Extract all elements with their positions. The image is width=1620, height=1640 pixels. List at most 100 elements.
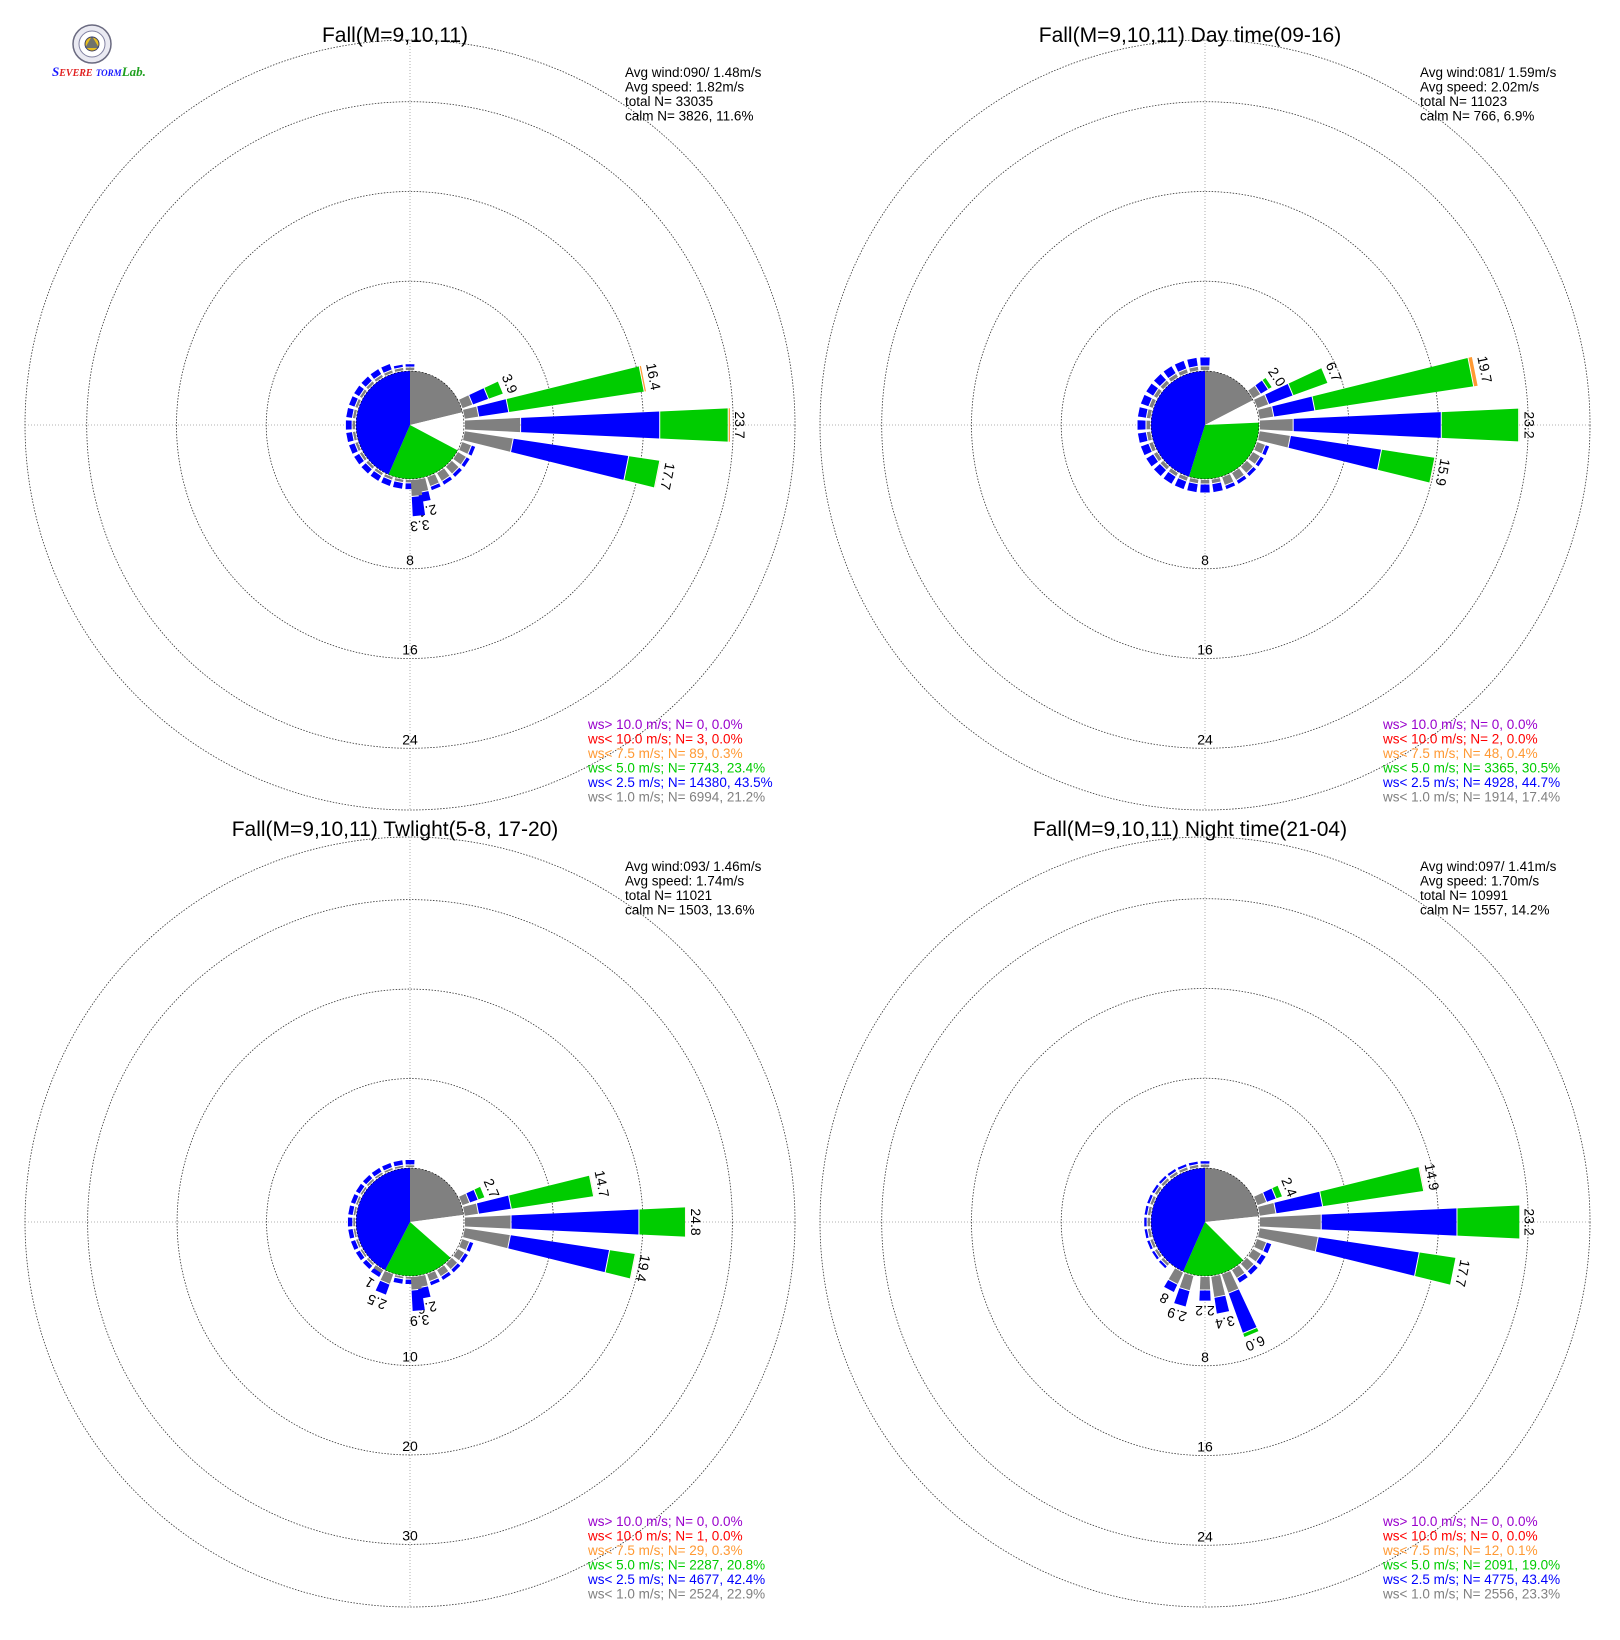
spoke-lt7_5 [630, 1254, 636, 1279]
small-spoke-lt1 [1254, 1239, 1266, 1251]
small-spoke-lt2_5 [1174, 478, 1187, 490]
small-spoke-lt1 [355, 399, 361, 408]
small-spoke-lt1 [1200, 1164, 1210, 1167]
spoke-lt7_5 [639, 365, 646, 392]
pie-slice-lt5 [385, 1222, 451, 1276]
spoke-lt1 [1260, 418, 1293, 432]
small-spoke-lt1 [384, 370, 393, 376]
ring-label: 24 [402, 731, 418, 747]
panel-title: Fall(M=9,10,11) Twlight(5-8, 17-20) [232, 818, 559, 841]
small-spoke-lt2_5 [1137, 432, 1148, 443]
small-spoke-lt1 [1232, 1265, 1245, 1278]
spoke-label: 3.9 [409, 1312, 430, 1330]
small-spoke-lt2_5 [347, 1217, 353, 1227]
small-spoke-lt1 [405, 367, 415, 370]
small-spoke-lt1 [384, 1167, 393, 1173]
windrose-panel-2: 8 16 24 Fall(M=9,10,11) Day time(09-16) Avg … [819, 24, 1591, 811]
spoke-lt7_5 [589, 1175, 595, 1197]
small-spoke-lt1 [374, 468, 383, 476]
spoke-lt2_5 [411, 495, 426, 517]
spoke-label: 6.7 [1323, 360, 1345, 384]
pie-slice-white [410, 412, 464, 451]
pie-outline [355, 370, 465, 480]
spoke-lt1 [1248, 385, 1261, 399]
legend-entry-lt10: ws< 10.0 m/s; N= 1, 0.0% [587, 1529, 743, 1544]
windrose-panel-3: 10 20 30 Fall(M=9,10,11) Twlight(5-8, 17-20… [24, 818, 796, 1608]
small-spoke-lt2_5 [1174, 360, 1187, 372]
stats-line: total N= 33035 [625, 94, 713, 109]
spoke-lt1 [463, 1203, 479, 1216]
small-spoke-lt1 [1222, 474, 1234, 485]
small-spoke-lt2_5 [1146, 454, 1158, 467]
emblem-icon [72, 24, 112, 64]
small-spoke-lt1 [1146, 409, 1152, 419]
small-spoke-lt1 [1211, 478, 1221, 484]
small-spoke-lt2_5 [350, 1194, 359, 1204]
small-spoke-lt2_5 [429, 1278, 440, 1286]
pie-slice-calm [1205, 1168, 1259, 1222]
windrose-panel-1: 8 16 24 Fall(M=9,10,11) Avg wind:090/ 1.48m/… [24, 24, 796, 811]
small-spoke-lt2_5 [1237, 1273, 1248, 1283]
stats-line: calm N= 3826, 11.6% [625, 109, 753, 124]
small-spoke-lt2_5 [1158, 1175, 1167, 1184]
spoke-lt2_5 [1321, 1208, 1457, 1236]
spoke-label: 2.9 [1165, 1304, 1188, 1325]
small-spoke-lt2_5 [1147, 1240, 1153, 1250]
spoke-lt7_5 [1430, 457, 1436, 483]
ring-24 [881, 101, 1529, 749]
ring-label: 24 [1197, 731, 1213, 747]
spoke-label: 17.7 [657, 461, 678, 491]
small-spoke-lt2_5 [346, 408, 354, 418]
panel-title: Fall(M=9,10,11) Day time(09-16) [1039, 24, 1341, 47]
spoke-lt2_5 [375, 1280, 390, 1295]
panel-title: Fall(M=9,10,11) [322, 24, 468, 47]
small-spoke-lt2_5 [349, 396, 358, 407]
small-spoke-lt1 [1150, 1239, 1156, 1248]
small-spoke-lt2_5 [345, 420, 352, 430]
spoke-label: 24.8 [688, 1208, 704, 1235]
spoke-lt5 [1320, 1167, 1424, 1207]
logo-text-lab: Lab. [121, 64, 146, 79]
small-spoke-lt1 [1248, 452, 1260, 464]
pie-slice-lt2_5 [355, 371, 410, 475]
small-spoke-lt1 [1200, 366, 1210, 370]
ring-label: 10 [402, 1348, 418, 1364]
spoke-lt2_5 [511, 438, 629, 480]
small-spoke-lt2_5 [1163, 472, 1176, 484]
spoke-lt1 [1254, 1192, 1267, 1206]
small-spoke-lt2_5 [393, 1277, 403, 1284]
small-spoke-lt1 [1248, 1249, 1261, 1262]
legend-entry-lt7_5: ws< 7.5 m/s; N= 12, 0.1% [1382, 1543, 1538, 1558]
pie-slice-lt2_5 [1151, 371, 1205, 477]
small-spoke-lt2_5 [355, 1250, 365, 1261]
legend-entry-lt1: ws< 1.0 m/s; N= 2556, 23.3% [1382, 1587, 1560, 1602]
small-spoke-lt1 [1146, 420, 1150, 430]
spoke-label: 14.9 [1422, 1162, 1443, 1192]
small-spoke-lt1 [1149, 398, 1156, 408]
small-spoke-lt2_5 [1144, 1229, 1149, 1239]
spoke-lt1 [410, 479, 423, 497]
small-spoke-lt2_5 [1158, 1260, 1167, 1269]
legend-entry-lt1: ws< 1.0 m/s; N= 2524, 22.9% [587, 1587, 765, 1602]
small-spoke-lt2_5 [1236, 475, 1247, 484]
small-spoke-lt2_5 [459, 1253, 468, 1263]
spoke-lt1 [465, 1215, 511, 1229]
spoke-lt5 [1441, 408, 1519, 442]
small-spoke-lt2_5 [361, 376, 372, 387]
small-spoke-lt1 [353, 1206, 357, 1216]
spoke-lt5 [660, 408, 728, 442]
small-spoke-lt2_5 [1152, 1184, 1159, 1194]
spoke-lt2_5 [370, 1268, 381, 1278]
spoke-lt2_5 [1272, 396, 1315, 417]
small-spoke-lt2_5 [1147, 1194, 1153, 1204]
legend-entry-lt10: ws< 10.0 m/s; N= 0, 0.0% [1382, 1529, 1538, 1544]
spoke-lt1 [463, 1228, 510, 1249]
spoke-lt1 [465, 417, 521, 433]
small-spoke-lt1 [360, 1186, 367, 1195]
small-spoke-lt2_5 [1163, 366, 1176, 378]
spoke-lt5 [1243, 1328, 1259, 1337]
small-spoke-lt2_5 [1256, 1254, 1266, 1265]
small-spoke-lt1 [366, 381, 375, 390]
small-spoke-lt2_5 [1200, 484, 1210, 493]
small-spoke-lt2_5 [452, 467, 462, 477]
